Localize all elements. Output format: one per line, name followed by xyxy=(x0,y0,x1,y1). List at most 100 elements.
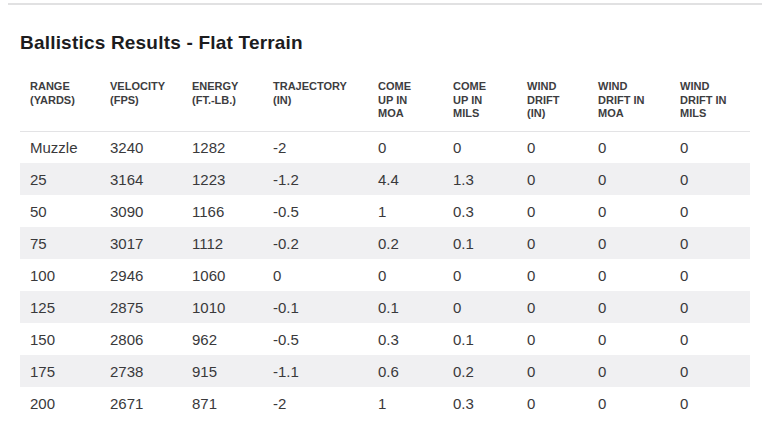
table-cell: 0 xyxy=(443,131,517,163)
header-cell: COME UP IN MILS xyxy=(443,74,517,131)
table-cell: 1282 xyxy=(182,131,263,163)
table-cell: 3017 xyxy=(100,227,182,259)
table-row: Muzzle32401282-200000 xyxy=(20,131,750,163)
table-cell: 0 xyxy=(670,259,750,291)
table-cell: 1010 xyxy=(182,291,263,323)
table-row: 5030901166-0.510.3000 xyxy=(20,195,750,227)
table-cell: -1.2 xyxy=(263,163,368,195)
table-cell: 0 xyxy=(517,131,588,163)
table-row: 10029461060000000 xyxy=(20,259,750,291)
table-row: 2002671871-210.3000 xyxy=(20,387,750,419)
table-cell: 2671 xyxy=(100,387,182,419)
table-cell: 0 xyxy=(588,227,670,259)
table-cell: 25 xyxy=(20,163,100,195)
table-row: 1752738915-1.10.60.2000 xyxy=(20,355,750,387)
header-cell: WIND DRIFT IN MOA xyxy=(588,74,670,131)
table-cell: 0 xyxy=(517,195,588,227)
table-cell: 100 xyxy=(20,259,100,291)
table-cell: 3240 xyxy=(100,131,182,163)
table-cell: -0.2 xyxy=(263,227,368,259)
header-cell: WIND DRIFT (IN) xyxy=(517,74,588,131)
table-cell: 0 xyxy=(670,323,750,355)
table-cell: 0 xyxy=(588,355,670,387)
table-row: 1502806962-0.50.30.1000 xyxy=(20,323,750,355)
table-cell: 0.1 xyxy=(368,291,443,323)
table-cell: 3164 xyxy=(100,163,182,195)
header-cell: ENERGY (FT.-LB.) xyxy=(182,74,263,131)
table-cell: 0 xyxy=(670,291,750,323)
table-cell: 0 xyxy=(263,259,368,291)
table-cell: 50 xyxy=(20,195,100,227)
table-cell: 0 xyxy=(517,387,588,419)
table-cell: 0.3 xyxy=(368,323,443,355)
header-cell: VELOCITY (FPS) xyxy=(100,74,182,131)
table-cell: 2875 xyxy=(100,291,182,323)
table-cell: 0 xyxy=(588,195,670,227)
table-cell: 0 xyxy=(588,387,670,419)
table-cell: 0.1 xyxy=(443,323,517,355)
table-cell: 0 xyxy=(517,259,588,291)
table-cell: 0 xyxy=(588,291,670,323)
table-cell: 0 xyxy=(588,259,670,291)
table-cell: -0.5 xyxy=(263,195,368,227)
table-header: RANGE (YARDS)VELOCITY (FPS)ENERGY (FT.-L… xyxy=(20,74,750,131)
table-cell: 0.2 xyxy=(368,227,443,259)
table-cell: 0 xyxy=(368,259,443,291)
table-cell: 0 xyxy=(588,131,670,163)
table-cell: 0 xyxy=(670,195,750,227)
table-cell: 2806 xyxy=(100,323,182,355)
table-cell: 0.1 xyxy=(443,227,517,259)
table-cell: 0 xyxy=(517,323,588,355)
table-header-row: RANGE (YARDS)VELOCITY (FPS)ENERGY (FT.-L… xyxy=(20,74,750,131)
header-cell: WIND DRIFT IN MILS xyxy=(670,74,750,131)
table-cell: 4.4 xyxy=(368,163,443,195)
table-body: Muzzle32401282-2000002531641223-1.24.41.… xyxy=(20,131,750,419)
table-cell: -1.1 xyxy=(263,355,368,387)
table-cell: 0 xyxy=(517,163,588,195)
table-cell: -2 xyxy=(263,131,368,163)
table-cell: 200 xyxy=(20,387,100,419)
table-cell: 0 xyxy=(670,163,750,195)
header-cell: RANGE (YARDS) xyxy=(20,74,100,131)
table-cell: 2946 xyxy=(100,259,182,291)
table-row: 12528751010-0.10.10000 xyxy=(20,291,750,323)
table-cell: -2 xyxy=(263,387,368,419)
ballistics-results-page: Ballistics Results - Flat Terrain RANGE … xyxy=(0,0,770,430)
table-cell: 175 xyxy=(20,355,100,387)
table-cell: 0 xyxy=(670,387,750,419)
table-cell: 0 xyxy=(443,259,517,291)
table-cell: 0 xyxy=(368,131,443,163)
table-cell: -0.1 xyxy=(263,291,368,323)
table-cell: 150 xyxy=(20,323,100,355)
table-cell: 125 xyxy=(20,291,100,323)
table-cell: 0.2 xyxy=(443,355,517,387)
table-cell: 0 xyxy=(517,227,588,259)
table-cell: 962 xyxy=(182,323,263,355)
table-cell: 1 xyxy=(368,387,443,419)
table-row: 7530171112-0.20.20.1000 xyxy=(20,227,750,259)
table-cell: 0.3 xyxy=(443,195,517,227)
table-cell: 0.6 xyxy=(368,355,443,387)
header-cell: COME UP IN MOA xyxy=(368,74,443,131)
page-title: Ballistics Results - Flat Terrain xyxy=(20,32,303,54)
table-cell: 1060 xyxy=(182,259,263,291)
table-cell: 2738 xyxy=(100,355,182,387)
table-cell: 0 xyxy=(588,323,670,355)
table-cell: 1223 xyxy=(182,163,263,195)
table-cell: 0.3 xyxy=(443,387,517,419)
table-cell: 1166 xyxy=(182,195,263,227)
table-cell: 75 xyxy=(20,227,100,259)
table-cell: 0 xyxy=(517,355,588,387)
table-cell: 0 xyxy=(517,291,588,323)
cropped-row-remnant-divider xyxy=(8,3,762,5)
table-cell: Muzzle xyxy=(20,131,100,163)
table-cell: 3090 xyxy=(100,195,182,227)
table-cell: 1.3 xyxy=(443,163,517,195)
table-cell: 915 xyxy=(182,355,263,387)
table-cell: 0 xyxy=(670,131,750,163)
table-cell: 871 xyxy=(182,387,263,419)
table-cell: 0 xyxy=(670,355,750,387)
ballistics-results-table: RANGE (YARDS)VELOCITY (FPS)ENERGY (FT.-L… xyxy=(20,74,750,419)
table-cell: 1112 xyxy=(182,227,263,259)
table-cell: -0.5 xyxy=(263,323,368,355)
